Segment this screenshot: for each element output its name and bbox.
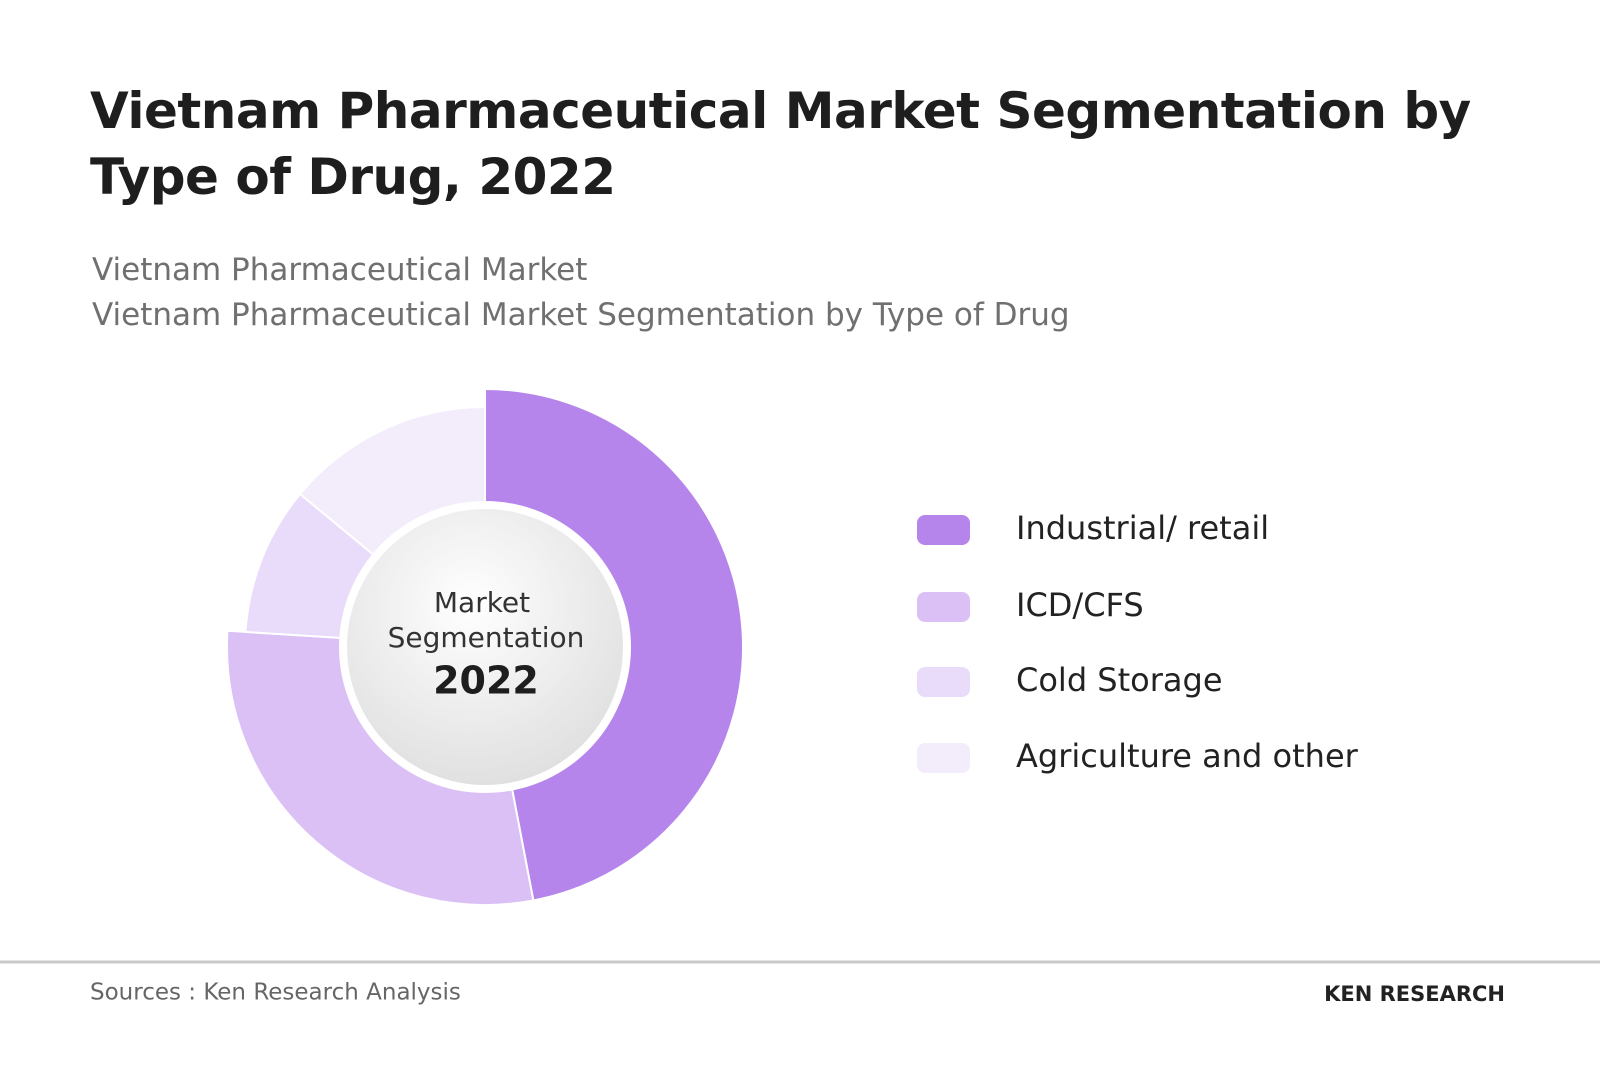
legend-label: ICD/CFS (1016, 586, 1144, 624)
source: Sources : Ken Research Analysis (90, 980, 461, 1006)
brand: KEN RESEARCH (1324, 982, 1505, 1006)
legend-label: Cold Storage (1016, 661, 1223, 699)
center-disc (347, 509, 623, 785)
legend-swatch (917, 592, 970, 622)
center-year: 2022 (433, 659, 539, 703)
legend-swatch (917, 515, 970, 545)
subtitle: Vietnam Pharmaceutical Market (92, 252, 588, 288)
legend-swatch (917, 667, 970, 697)
subtitle: Vietnam Pharmaceutical Market Segmentati… (92, 297, 1070, 333)
legend-swatch (917, 743, 970, 773)
legend: Industrial/ retail ICD/CFS Cold Storage Agr… (917, 509, 1359, 775)
legend-label: Agriculture and other (1016, 737, 1359, 775)
chart-title: Vietnam Pharmaceutical Market Segmentati… (90, 82, 1471, 206)
center-label: Segmentation (388, 621, 585, 654)
center-label: Market (434, 586, 530, 619)
legend-label: Industrial/ retail (1016, 509, 1269, 547)
